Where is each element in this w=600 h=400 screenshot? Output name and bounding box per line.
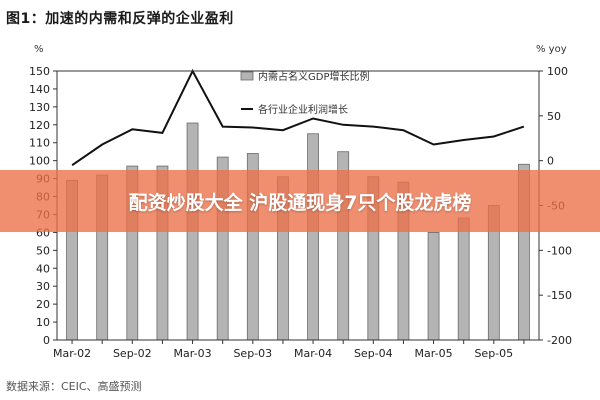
bar — [457, 217, 470, 341]
right-tick-label: 100 — [547, 65, 568, 78]
left-tick-label: 120 — [29, 119, 50, 132]
x-tick-label: Sep-04 — [354, 347, 393, 360]
x-tick-label: Sep-05 — [474, 347, 513, 360]
chart-title: 图1：加速的内需和反弹的企业盈利 — [6, 11, 234, 27]
left-tick-label: 100 — [29, 155, 50, 168]
x-axis-ticks: Mar-02 Sep-02 Mar-03 Sep-03 Mar-04 Sep-04 Mar-… — [53, 340, 525, 360]
right-tick-label: 0 — [547, 155, 554, 168]
x-tick-label: Sep-03 — [233, 347, 272, 360]
left-tick-label: 40 — [36, 262, 50, 275]
right-tick-label: -150 — [547, 289, 572, 302]
left-tick-label: 10 — [36, 316, 50, 329]
bar — [427, 231, 440, 341]
legend-bar-swatch — [240, 71, 254, 81]
left-axis-unit: % — [34, 44, 44, 55]
left-tick-label: 140 — [29, 83, 50, 96]
right-axis-ticks: -200-150-100-50050100 — [539, 65, 572, 347]
left-tick-label: 110 — [29, 137, 50, 150]
left-tick-label: 130 — [29, 101, 50, 114]
legend-bar-label: 内需占名义GDP增长比例 — [258, 70, 369, 83]
x-tick-label: Mar-05 — [415, 347, 453, 360]
x-tick-label: Mar-04 — [294, 347, 332, 360]
legend-line-label: 各行业企业利润增长 — [258, 103, 348, 116]
left-tick-label: 50 — [36, 244, 50, 257]
left-tick-label: 150 — [29, 65, 50, 78]
x-tick-label: Mar-02 — [53, 347, 91, 360]
x-tick-label: Sep-02 — [113, 347, 152, 360]
x-tick-label: Mar-03 — [174, 347, 212, 360]
line-series — [71, 68, 525, 167]
right-axis-unit: % yoy — [536, 44, 567, 55]
left-tick-label: 0 — [43, 334, 50, 347]
legend: 内需占名义GDP增长比例 各行业企业利润增长 — [240, 70, 369, 116]
banner-text[interactable]: 配资炒股大全 沪股通现身7只个股龙虎榜 — [128, 191, 472, 214]
left-tick-label: 20 — [36, 298, 50, 311]
bar-series — [66, 122, 530, 341]
overlay-banner[interactable]: 配资炒股大全 沪股通现身7只个股龙虎榜 — [0, 170, 600, 232]
source-note: 数据来源：CEIC、高盛预测 — [6, 380, 142, 393]
right-tick-label: 50 — [547, 110, 561, 123]
left-tick-label: 30 — [36, 280, 50, 293]
right-tick-label: -200 — [547, 334, 572, 347]
bar — [307, 133, 319, 341]
right-tick-label: -100 — [547, 244, 572, 257]
